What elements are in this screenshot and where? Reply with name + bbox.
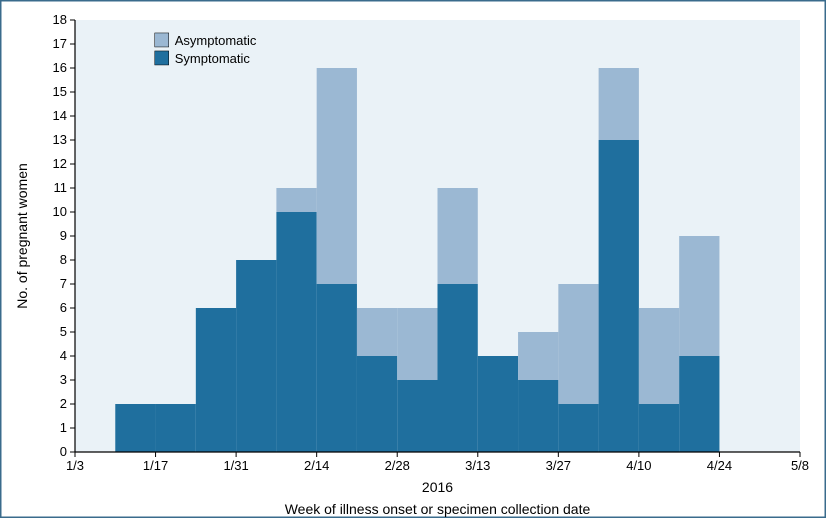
bar-symptomatic <box>679 356 719 452</box>
y-tick-label: 13 <box>53 132 67 147</box>
x-tick-label: 1/31 <box>223 458 248 473</box>
bar-asymptomatic <box>558 284 598 404</box>
y-tick-label: 9 <box>60 228 67 243</box>
x-axis-label: Week of illness onset or specimen collec… <box>285 501 591 517</box>
legend-label: Symptomatic <box>175 51 251 66</box>
bar-symptomatic <box>236 260 276 452</box>
x-tick-label: 2/14 <box>304 458 329 473</box>
bar-symptomatic <box>276 212 316 452</box>
y-tick-label: 16 <box>53 60 67 75</box>
bar-asymptomatic <box>639 308 679 404</box>
x-tick-label: 3/13 <box>465 458 490 473</box>
bar-symptomatic <box>156 404 196 452</box>
bar-asymptomatic <box>397 308 437 380</box>
x-tick-label: 1/3 <box>66 458 84 473</box>
chart-figure: 01234567891011121314151617181/31/171/312… <box>0 0 826 518</box>
x-tick-label: 5/8 <box>791 458 809 473</box>
y-tick-label: 8 <box>60 252 67 267</box>
bar-asymptomatic <box>317 68 357 284</box>
bar-symptomatic <box>478 356 518 452</box>
x-tick-label: 4/24 <box>707 458 732 473</box>
y-tick-label: 15 <box>53 84 67 99</box>
bar-symptomatic <box>438 284 478 452</box>
bar-asymptomatic <box>599 68 639 140</box>
bar-asymptomatic <box>276 188 316 212</box>
legend-swatch <box>155 51 169 65</box>
y-tick-label: 12 <box>53 156 67 171</box>
bar-symptomatic <box>599 140 639 452</box>
y-tick-label: 0 <box>60 444 67 459</box>
legend-swatch <box>155 33 169 47</box>
bar-symptomatic <box>558 404 598 452</box>
bar-symptomatic <box>317 284 357 452</box>
chart-svg: 01234567891011121314151617181/31/171/312… <box>0 0 826 518</box>
x-axis-year-label: 2016 <box>422 479 453 495</box>
x-tick-label: 2/28 <box>385 458 410 473</box>
x-tick-label: 4/10 <box>626 458 651 473</box>
bar-symptomatic <box>518 380 558 452</box>
bar-asymptomatic <box>438 188 478 284</box>
y-tick-label: 6 <box>60 300 67 315</box>
bar-symptomatic <box>639 404 679 452</box>
bar-symptomatic <box>397 380 437 452</box>
y-tick-label: 18 <box>53 12 67 27</box>
y-tick-label: 17 <box>53 36 67 51</box>
y-tick-label: 1 <box>60 420 67 435</box>
y-tick-label: 10 <box>53 204 67 219</box>
y-tick-label: 7 <box>60 276 67 291</box>
bar-asymptomatic <box>518 332 558 380</box>
legend-label: Asymptomatic <box>175 33 257 48</box>
bar-asymptomatic <box>679 236 719 356</box>
bar-asymptomatic <box>357 308 397 356</box>
x-tick-label: 3/27 <box>546 458 571 473</box>
y-tick-label: 3 <box>60 372 67 387</box>
bar-symptomatic <box>196 308 236 452</box>
x-tick-label: 1/17 <box>143 458 168 473</box>
bar-symptomatic <box>357 356 397 452</box>
y-tick-label: 11 <box>54 180 68 195</box>
y-tick-label: 2 <box>60 396 67 411</box>
y-tick-label: 14 <box>53 108 67 123</box>
y-axis-label: No. of pregnant women <box>14 163 30 309</box>
y-tick-label: 5 <box>60 324 67 339</box>
y-tick-label: 4 <box>60 348 67 363</box>
bar-symptomatic <box>115 404 155 452</box>
